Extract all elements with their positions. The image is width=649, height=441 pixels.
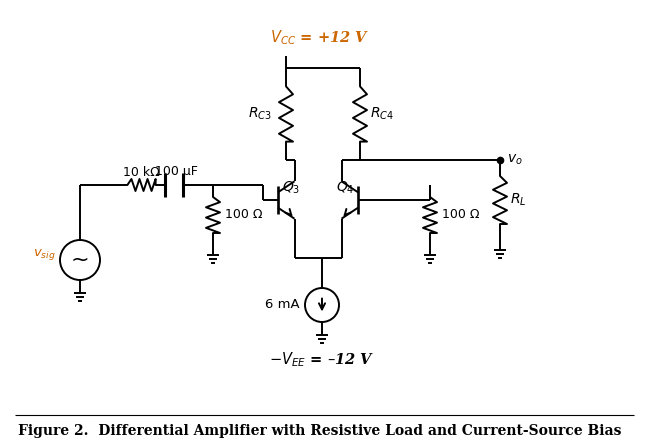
Text: 100 μF: 100 μF [154,165,197,179]
Text: ~: ~ [71,250,90,270]
Text: 100 Ω: 100 Ω [442,209,480,221]
Text: $Q_4$: $Q_4$ [336,179,354,196]
Text: $R_{C4}$: $R_{C4}$ [370,106,394,122]
Text: $R_{C3}$: $R_{C3}$ [248,106,272,122]
Text: $\boldsymbol{V_{CC}}$ = +12 V: $\boldsymbol{V_{CC}}$ = +12 V [270,29,370,47]
Text: 10 kΩ: 10 kΩ [123,165,160,179]
Text: 6 mA: 6 mA [265,299,300,311]
Text: 100 Ω: 100 Ω [225,209,262,221]
Text: $v_o$: $v_o$ [507,153,522,167]
Text: $R_L$: $R_L$ [510,192,526,208]
Text: $-\boldsymbol{V_{EE}}$ = –12 V: $-\boldsymbol{V_{EE}}$ = –12 V [269,351,374,370]
Text: $Q_3$: $Q_3$ [282,179,300,196]
Text: Figure 2.  Differential Amplifier with Resistive Load and Current-Source Bias: Figure 2. Differential Amplifier with Re… [18,424,622,438]
Text: $v_{sig}$: $v_{sig}$ [33,247,56,262]
